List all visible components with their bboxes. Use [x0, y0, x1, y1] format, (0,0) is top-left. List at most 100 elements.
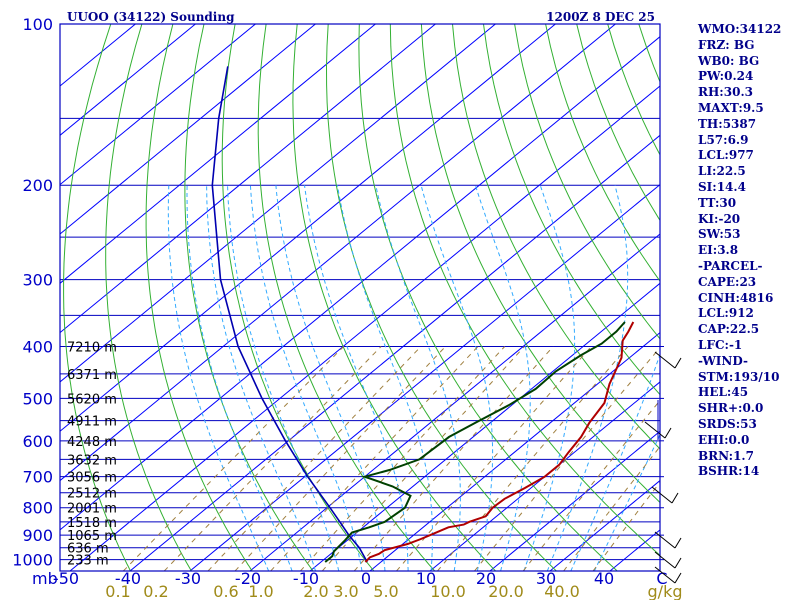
height-label: 3632 m — [67, 453, 117, 468]
mixing-ratio-line — [353, 346, 554, 571]
index-item: -WIND- — [698, 353, 748, 368]
mixing-ratio-line — [234, 346, 446, 571]
mixing-ratio-line — [300, 346, 506, 571]
isotherm-line — [189, 184, 660, 571]
mixing-ratio-line — [270, 346, 479, 571]
index-item: STM:193/10 — [698, 369, 780, 384]
isotherm-line — [60, 24, 496, 383]
mixing-ratio-label: 0.1 — [105, 582, 130, 600]
moist-adiabat-line — [375, 185, 461, 571]
dry-adiabat-line — [292, 24, 496, 571]
index-item: SHR+:0.0 — [698, 401, 764, 416]
pressure-tick-label: 900 — [22, 526, 53, 545]
height-label: 5620 m — [67, 392, 117, 407]
wind-barb-staff — [651, 486, 673, 504]
plot-frame — [59, 23, 661, 572]
isotherm-line — [249, 233, 660, 571]
moist-adiabat-line — [336, 185, 433, 571]
pressure-tick-label: 300 — [22, 271, 53, 290]
isotherm-line — [60, 24, 616, 482]
mixing-ratio-label: 2.0 — [303, 582, 328, 600]
dry-adiabat-line — [420, 24, 660, 504]
plot-background — [60, 24, 660, 571]
wind-barb — [644, 421, 672, 439]
isotherm-line — [129, 134, 660, 571]
index-item: LI:22.5 — [698, 164, 746, 179]
isotherm-line — [69, 85, 660, 571]
mixing-ratio-label: g/kg — [648, 582, 683, 600]
mixing-ratio-line — [321, 346, 525, 571]
mixing-ratio-line — [592, 481, 660, 571]
wind-barb-flag — [671, 492, 679, 504]
height-label: 1518 m — [67, 516, 117, 531]
height-label: 4911 m — [67, 415, 117, 430]
height-label: 233 m — [67, 554, 109, 569]
mixing-ratio-label: 0.6 — [213, 582, 238, 600]
dewpoint-trace — [324, 321, 626, 563]
mixing-ratio-label: 0.2 — [143, 582, 168, 600]
wind-barb-flag — [674, 557, 682, 569]
isotherm-line — [369, 331, 660, 571]
index-item: EI:3.8 — [698, 243, 739, 258]
pressure-tick-label: 500 — [22, 389, 53, 408]
moist-adiabat-line — [249, 185, 363, 571]
isotherm-line — [60, 24, 256, 186]
height-label: 2512 m — [67, 487, 117, 502]
index-item: TH:5387 — [698, 116, 757, 131]
index-item: -PARCEL- — [698, 258, 763, 273]
index-item: LFC:-1 — [698, 337, 743, 352]
height-label: 7210 m — [67, 340, 117, 355]
dry-adiabat-line — [221, 24, 375, 571]
mixing-ratio-label: 20.0 — [488, 582, 524, 600]
moist-adiabat-line — [167, 185, 270, 571]
temperature-tick-label: C — [656, 569, 667, 588]
index-item: MAXT:9.5 — [698, 100, 764, 115]
index-item: BSHR:14 — [698, 464, 760, 479]
mixing-ratio-line — [522, 399, 660, 571]
moist-adiabat-line — [546, 185, 629, 571]
wind-barb-staff — [644, 421, 666, 439]
wind-barb — [654, 566, 682, 584]
station-title: UUOO (34122) Sounding — [67, 10, 235, 24]
height-label: 1065 m — [67, 529, 117, 544]
isotherm-line — [60, 36, 660, 531]
wind-barb-flag — [664, 427, 672, 439]
index-item: LCL:977 — [698, 148, 754, 163]
wind-barb-staff — [654, 351, 676, 369]
mixing-ratio-line — [437, 346, 629, 571]
moist-adiabat-line — [186, 185, 293, 571]
isotherm-line — [60, 24, 316, 235]
moist-adiabat-line — [474, 185, 531, 571]
index-item: CINH:4816 — [698, 290, 774, 305]
mixing-ratio-line — [163, 346, 382, 571]
wind-barb-staff — [654, 531, 676, 549]
moist-adiabat-line — [570, 352, 660, 571]
sounding-time: 1200Z 8 DEC 25 — [546, 10, 655, 24]
index-item: LCL:912 — [698, 306, 754, 321]
height-label: 6371 m — [67, 368, 117, 383]
pressure-tick-label: 800 — [22, 499, 53, 518]
temperature-tick-label: 20 — [476, 569, 496, 588]
height-label: 636 m — [67, 542, 109, 557]
dry-adiabat-line — [145, 24, 253, 571]
dry-adiabat-line — [452, 24, 660, 450]
index-item: SRDS:53 — [698, 416, 757, 431]
pressure-tick-label: 600 — [22, 432, 53, 451]
temperature-tick-label: 0 — [361, 569, 371, 588]
moist-adiabat-line — [523, 185, 576, 571]
wind-barb-flag — [674, 357, 682, 369]
index-item: CAP:22.5 — [698, 322, 760, 337]
wind-barb-flag — [674, 572, 682, 584]
dry-adiabat-line — [389, 24, 660, 557]
temperature-tick-label: 40 — [594, 569, 614, 588]
indices-panel: WMO:34122 FRZ: BG WB0: BG PW:0.24 RH:30.3 MAX… — [698, 22, 798, 480]
index-item: FRZ: BG — [698, 37, 755, 52]
wind-barb-staff — [654, 551, 676, 569]
wind-barb — [654, 551, 682, 569]
temperature-trace — [364, 321, 635, 563]
index-item: SW:53 — [698, 227, 741, 242]
index-item: BRN:1.7 — [698, 448, 754, 463]
axis-unit-label: mb — [32, 569, 58, 588]
dry-adiabat-line — [483, 24, 660, 396]
height-label: 4248 m — [67, 435, 117, 450]
